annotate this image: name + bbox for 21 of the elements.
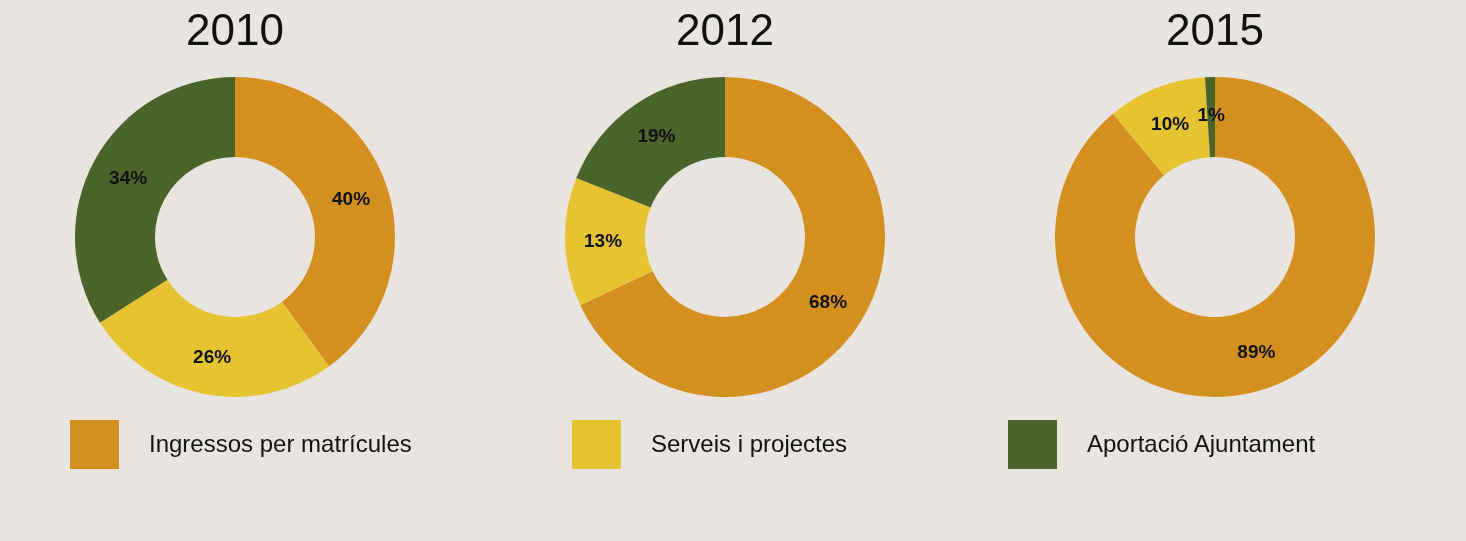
donut-slice bbox=[1055, 77, 1375, 397]
donut-slice bbox=[99, 279, 330, 397]
donut-slice bbox=[580, 77, 885, 397]
donut-slice bbox=[235, 77, 395, 367]
donut-slice bbox=[75, 77, 235, 323]
data-label: 68% bbox=[808, 291, 848, 313]
data-label: 34% bbox=[109, 167, 148, 189]
legend-label: Aportació Ajuntament bbox=[1087, 429, 1316, 457]
data-label: 89% bbox=[1237, 340, 1276, 362]
data-label: 40% bbox=[332, 188, 371, 210]
legend-label: Serveis i projectes bbox=[651, 429, 848, 457]
chart-title: 2015 bbox=[1166, 5, 1264, 54]
chart-title: 2012 bbox=[676, 5, 774, 54]
donut-slice bbox=[565, 178, 653, 306]
data-label: 10% bbox=[1151, 112, 1190, 134]
data-label: 26% bbox=[193, 345, 232, 367]
data-label: 19% bbox=[637, 125, 676, 147]
chart-title: 2010 bbox=[186, 5, 284, 54]
legend-label: Ingressos per matrícules bbox=[149, 429, 412, 457]
data-label: 13% bbox=[584, 229, 623, 251]
donut-slice bbox=[576, 77, 725, 208]
